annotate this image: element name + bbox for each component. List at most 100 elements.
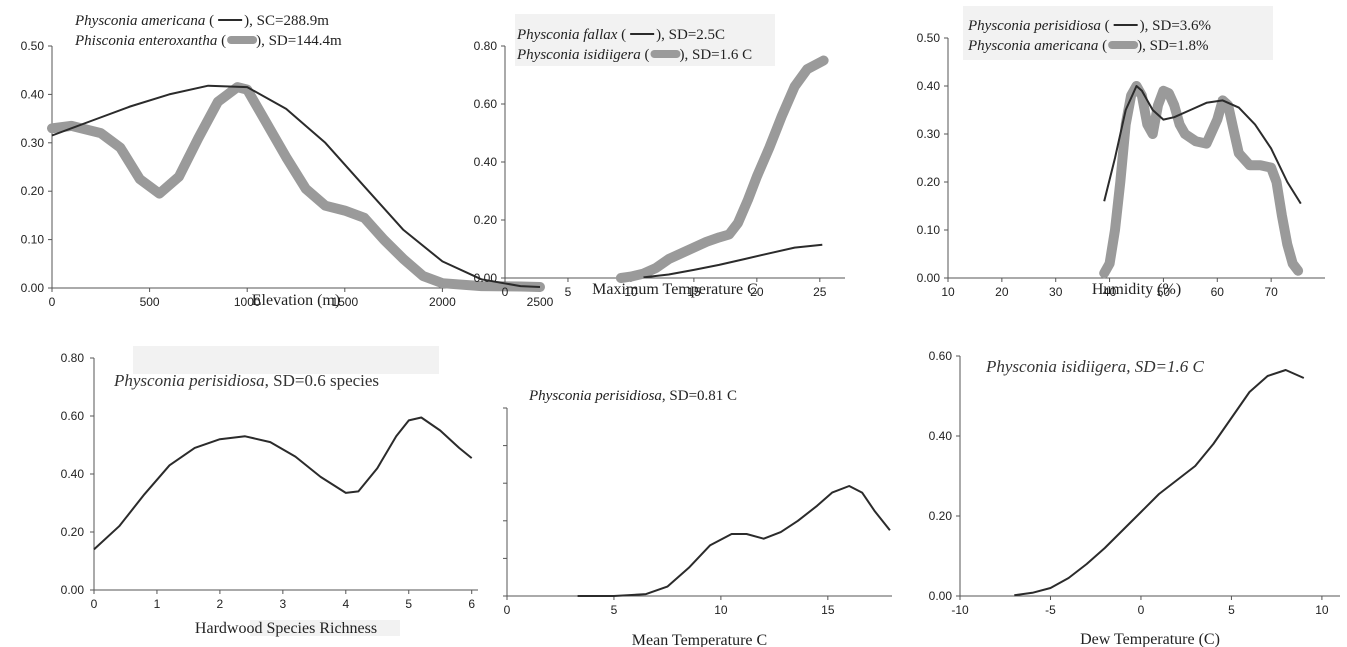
x-axis-label: Elevation (m) (252, 292, 340, 309)
x-tick-label: 1 (154, 597, 161, 611)
x-tick-label: 50 (1157, 285, 1171, 299)
x-tick-label: 70 (1264, 285, 1278, 299)
y-tick-label: 0.20 (929, 509, 953, 523)
chart-panel-4: 0.00 0.20 0.40 0.60 0.80 0 1 2 3 4 5 6 Hardwood Spec… (61, 346, 478, 637)
x-tick-label: 20 (750, 285, 764, 299)
chart-panel-1: 0.00 0.10 0.20 0.30 0.40 0.50 0 500 1000 1500 2000… (21, 13, 554, 309)
y-tick-label: 0.60 (474, 97, 498, 111)
legend-paren: ( (1101, 18, 1110, 34)
legend-species-name: Physconia fallax (516, 27, 618, 43)
y-tick-label: 0.50 (917, 31, 941, 45)
y-tick-label: 0.80 (474, 39, 498, 53)
y-tick-label: 0.00 (929, 589, 953, 603)
series-band-line (47, 82, 545, 292)
y-tick-label: 0.40 (61, 467, 85, 481)
y-tick-label: 0.20 (61, 525, 85, 539)
legend-stat: ), SD=144.4m (256, 33, 342, 49)
series-line (51, 84, 541, 288)
y-tick-label: 0.00 (21, 281, 45, 295)
x-tick-label: 5 (405, 597, 412, 611)
x-axis-label: Dew Temperature (C) (1080, 631, 1220, 647)
y-tick-label: 0.00 (474, 271, 498, 285)
legend-entry: Phisconia enteroxantha ( ), SD=144.4m (74, 33, 342, 49)
series-band-line (615, 55, 829, 283)
x-tick-label: 0 (49, 295, 56, 309)
series-line (643, 243, 823, 279)
x-tick-label: 2500 (527, 295, 554, 309)
y-tick-label: 0.60 (929, 349, 953, 363)
annotation-highlight (133, 346, 439, 368)
x-tick-label: 0 (91, 597, 98, 611)
legend-species-name: Physconia isidiigera, SD=1.6 C (985, 357, 1204, 376)
x-tick-label: 2000 (429, 295, 456, 309)
y-tick-label: 0.60 (61, 409, 85, 423)
xlabel-highlight (250, 620, 400, 636)
legend-species-name: Physconia americana (967, 38, 1098, 54)
x-tick-label: -10 (951, 603, 969, 617)
legend-paren: ( (641, 47, 650, 63)
x-tick-label: 0 (1138, 603, 1145, 617)
y-tick-label: 0.30 (917, 127, 941, 141)
y-tick-label: 0.50 (21, 39, 45, 53)
legend-species-name: Physconia perisidiosa (113, 371, 265, 390)
series-line (577, 485, 891, 597)
x-tick-label: 15 (687, 285, 701, 299)
x-tick-label: 0 (502, 285, 509, 299)
legend-entry: Physconia isidiigera, SD=1.6 C (985, 357, 1204, 376)
legend-paren: ( (205, 13, 214, 29)
x-tick-label: 4 (342, 597, 349, 611)
series-line (1103, 85, 1302, 205)
legend-stat: ), SD=2.5C (656, 27, 725, 43)
x-tick-label: 1500 (331, 295, 358, 309)
y-tick-label: 0.00 (61, 583, 85, 597)
x-tick-label: 60 (1211, 285, 1225, 299)
x-tick-label: 20 (995, 285, 1009, 299)
legend-stat: , SD=0.81 C (662, 388, 737, 404)
series-band-line (1099, 81, 1304, 279)
x-tick-label: 10 (941, 285, 955, 299)
x-tick-label: 10 (1315, 603, 1329, 617)
legend-entry: Physconia perisidiosa, SD=0.6 species (113, 371, 379, 390)
series-line (1014, 369, 1305, 597)
annotation-highlight (515, 14, 775, 66)
legend-species-name: Physconia americana (74, 13, 205, 29)
chart-panel-6: 0.00 0.20 0.40 0.60 -10 -5 0 5 10 Dew Temperature… (929, 349, 1340, 647)
x-tick-label: 0 (504, 603, 511, 617)
x-tick-label: 1000 (234, 295, 261, 309)
y-tick-label: 0.10 (917, 223, 941, 237)
x-axis-label: Humidity (%) (1092, 281, 1181, 298)
y-tick-label: 0.40 (21, 87, 45, 101)
legend-species-name: Phisconia enteroxantha (74, 33, 217, 49)
series-line (93, 416, 473, 551)
y-tick-label: 0.80 (61, 351, 85, 365)
chart-panel-3: 0.00 0.10 0.20 0.30 0.40 0.50 10 20 30 40 50 60 70 Hu… (917, 6, 1325, 299)
x-tick-label: 10 (714, 603, 728, 617)
y-tick-label: 0.10 (21, 233, 45, 247)
y-tick-label: 0.40 (917, 79, 941, 93)
legend-paren: ( (1098, 38, 1107, 54)
x-axis-label: Maximum Temperature C (592, 281, 758, 298)
legend-stat: ), SD=3.6% (1140, 18, 1211, 34)
y-tick-label: 0.40 (929, 429, 953, 443)
legend-stat: ), SC=288.9m (244, 13, 329, 29)
legend-entry: Physconia isidiigera ( ), SD=1.6 C (516, 47, 752, 63)
x-tick-label: 5 (565, 285, 572, 299)
legend-paren: ( (217, 33, 226, 49)
x-tick-label: 10 (624, 285, 638, 299)
x-tick-label: 2 (217, 597, 224, 611)
x-tick-label: 15 (821, 603, 835, 617)
y-tick-label: 0.20 (474, 213, 498, 227)
x-tick-label: 3 (280, 597, 287, 611)
x-tick-label: 5 (611, 603, 618, 617)
legend-stat: ), SD=1.6 C (680, 47, 753, 63)
y-tick-label: 0.00 (917, 271, 941, 285)
legend-stat: , SD=0.6 species (265, 371, 379, 390)
chart-panel-5: 0 5 10 15 Mean Temperature C Physconia perisi… (503, 388, 892, 647)
y-tick-label: 0.40 (474, 155, 498, 169)
legend-entry: Physconia perisidiosa ( ), SD=3.6% (967, 18, 1211, 34)
x-tick-label: 500 (140, 295, 160, 309)
legend-species-name: Physconia isidiigera (516, 47, 641, 63)
y-tick-label: 0.30 (21, 136, 45, 150)
legend-stat: ), SD=1.8% (1137, 38, 1208, 54)
legend-species-name: Physconia perisidiosa (967, 18, 1101, 34)
